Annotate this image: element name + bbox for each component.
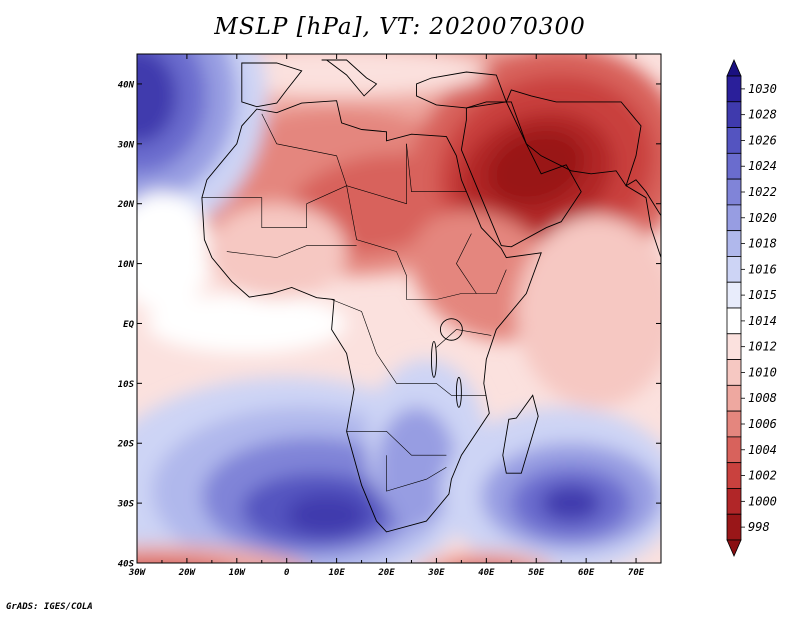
arabian-low-deep [487,129,585,206]
colorbar-label: 998 [748,520,770,534]
colorbar-label: 1006 [748,417,777,431]
lake-tanganyika [430,340,437,378]
colorbar-label: 1024 [748,159,777,173]
lake-victoria [439,318,463,341]
colorbar-swatch [726,152,742,180]
lat-tick-label: 20S [117,440,135,450]
southern-africa-high-2 [376,407,457,528]
colorbar-swatch [726,256,742,283]
colorbar-top-arrow [726,59,742,77]
colorbar-label: 1016 [748,262,777,276]
colorbar-label: 1014 [748,314,777,328]
country-border [226,245,357,258]
colorbar-swatch [726,127,742,154]
colorbar-swatch [726,513,742,541]
azores-high-4 [137,54,177,144]
lon-tick-label: 30E [427,568,445,578]
colorbar-swatch [726,333,742,360]
lon-tick-label: 10W [229,568,247,578]
pressure-field [137,54,661,563]
lon-tick-label: 30W [128,568,147,578]
country-border [406,143,467,192]
arabian-peninsula-coastline [460,101,582,248]
colorbar-label: 1012 [748,340,777,354]
indian-ocean-warm [516,215,661,408]
south-atlantic-high-5 [286,494,367,537]
colorbar-swatch [726,75,742,103]
colorbar-label: 1010 [748,365,777,379]
colorbar-label: 1004 [748,443,777,457]
grads-credit: GrADS: IGES/COLA [6,602,93,612]
lon-tick-label: 60E [578,568,595,578]
italy-coastline [321,59,378,97]
colorbar-swatch [726,178,742,206]
west-africa-warm [206,203,347,300]
mascarene-high-4 [541,485,602,522]
coastlines [201,59,661,533]
lon-tick-label: 0 [284,568,290,578]
lat-tick-label: 10S [118,380,135,390]
colorbar-bottom-arrow [726,539,742,557]
country-border [456,233,477,294]
lon-tick-label: 20W [178,568,197,578]
country-border [436,329,492,348]
colorbar-label: 1020 [748,211,777,225]
colorbar-swatch [726,101,742,128]
country-border [201,143,407,228]
colorbar-swatch [726,384,742,412]
colorbar-label: 1018 [748,237,777,251]
country-border [346,431,447,456]
lon-tick-label: 50E [528,568,545,578]
lon-tick-label: 10E [328,568,345,578]
colorbar-label: 1028 [748,108,777,122]
southern-ocean-low-west-1 [137,545,300,563]
west-atlantic-neutral [137,191,212,312]
colorbar-swatch [726,410,742,438]
lat-tick-label: 40S [118,560,135,570]
colorbar-swatch [726,281,742,309]
colorbar-swatch [726,307,742,335]
country-border [331,299,487,396]
country-border [261,113,347,186]
iran-coastline [505,89,642,187]
gulf-of-guinea-neutral [146,293,347,354]
country-border [346,185,507,300]
southern-ocean-low-east-1 [425,551,547,563]
colorbar: 1030 1028 1026 1024 1022 1020 1018 1016 1015 1014… [726,59,777,557]
country-border [386,455,447,492]
colorbar-label: 1015 [748,288,777,302]
lat-tick-label: EQ [123,320,134,330]
africa-coastline [201,100,542,533]
colorbar-swatch [726,436,742,464]
lon-tick-label: 70E [628,568,645,578]
colorbar-label: 1030 [748,82,777,96]
southern-ocean-low-west-2 [137,557,214,563]
lat-tick-label: 30N [117,140,135,150]
colorbar-label: 1022 [748,185,777,199]
colorbar-label: 1008 [748,391,777,405]
colorbar-swatch [726,230,742,257]
colorbar-swatch [726,462,742,489]
lat-tick-label: 30S [117,500,135,510]
india-coastline [625,179,661,259]
colorbar-label: 1026 [748,133,777,147]
madagascar-coastline [502,394,539,474]
iberia-coastline [241,62,303,108]
lat-tick-label: 40N [118,80,135,90]
colorbar-swatch [726,488,742,515]
lat-tick-label: 10N [118,260,135,270]
map-title: MSLP [hPa], VT: 2020070300 [214,14,586,40]
colorbar-swatch [726,359,742,386]
lon-tick-label: 20E [377,568,395,578]
colorbar-label: 1002 [748,469,777,483]
colorbar-swatch [726,204,742,232]
lake-malawi [455,376,462,408]
lon-tick-label: 40E [478,568,495,578]
plot-frame [136,53,662,564]
lat-tick-label: 20N [117,200,135,210]
colorbar-label: 1000 [748,494,777,508]
